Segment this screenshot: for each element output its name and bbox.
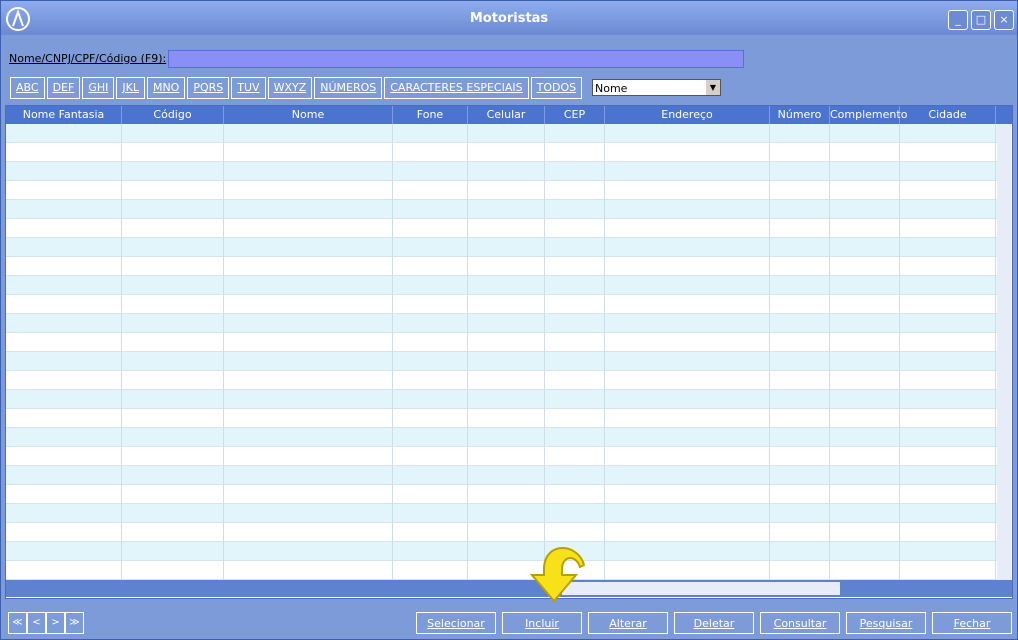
- app-icon: [6, 7, 30, 31]
- grid-row: [6, 333, 997, 352]
- column-header[interactable]: CEP: [545, 106, 605, 124]
- next-button[interactable]: >: [46, 612, 65, 634]
- filter-button[interactable]: JKL: [116, 77, 145, 99]
- grid-row: [6, 390, 997, 409]
- column-header[interactable]: Cidade: [900, 106, 996, 124]
- column-divider: [604, 124, 605, 580]
- grid-row: [6, 276, 997, 295]
- title-bar: Motoristas _ □ ×: [1, 1, 1017, 35]
- column-header[interactable]: Nome: [224, 106, 393, 124]
- prev-button[interactable]: <: [27, 612, 46, 634]
- column-divider: [995, 124, 996, 580]
- scroll-thumb[interactable]: [562, 582, 840, 595]
- grid-row: [6, 466, 997, 485]
- action-button[interactable]: Consultar: [760, 612, 840, 634]
- column-header[interactable]: Complemento: [830, 106, 907, 124]
- dropdown-arrow[interactable]: ▼: [706, 80, 720, 95]
- grid-row: [6, 162, 997, 181]
- grid-row: [6, 200, 997, 219]
- filter-button[interactable]: NÚMEROS: [314, 77, 383, 99]
- grid-row: [6, 314, 997, 333]
- close-button[interactable]: ×: [994, 10, 1014, 30]
- vertical-scrollbar[interactable]: [997, 124, 1011, 580]
- column-header[interactable]: Endereço: [605, 106, 770, 124]
- filter-button[interactable]: ABC: [10, 77, 45, 99]
- grid-row: [6, 238, 997, 257]
- column-divider: [467, 124, 468, 580]
- filter-button[interactable]: TODOS: [530, 77, 583, 99]
- grid-row: [6, 409, 997, 428]
- column-divider: [829, 124, 830, 580]
- window-title: Motoristas: [469, 11, 549, 26]
- grid-row: [6, 504, 997, 523]
- action-button[interactable]: Selecionar: [416, 612, 496, 634]
- filter-bar: ABC DEF GHI JKL MNO PQRS TUV WXYZ NÚMEROS CARACTE…: [10, 77, 583, 99]
- grid-row: [6, 542, 997, 561]
- filter-button[interactable]: GHI: [82, 77, 115, 99]
- column-divider: [121, 124, 122, 580]
- grid-row: [6, 257, 997, 276]
- last-button[interactable]: ≫: [65, 612, 84, 634]
- filter-button[interactable]: CARACTERES ESPECIAIS: [384, 77, 529, 99]
- search-label: Nome/CNPJ/CPF/Código (F9):: [9, 52, 167, 65]
- column-divider: [899, 124, 900, 580]
- grid-row: [6, 219, 997, 238]
- grid-row: [6, 561, 997, 580]
- filter-button[interactable]: PQRS: [187, 77, 230, 99]
- record-navigation: ≪ < > ≫: [8, 612, 84, 634]
- grid-row: [6, 447, 997, 466]
- column-header[interactable]: Celular: [468, 106, 545, 124]
- filter-button[interactable]: DEF: [46, 77, 81, 99]
- filter-button[interactable]: MNO: [146, 77, 186, 99]
- grid-row: [6, 181, 997, 200]
- filter-button[interactable]: TUV: [231, 77, 266, 99]
- sort-select[interactable]: Nome ▼: [592, 79, 721, 96]
- horizontal-scrollbar[interactable]: [6, 580, 1012, 597]
- grid-row: [6, 143, 997, 162]
- action-button[interactable]: Alterar: [588, 612, 668, 634]
- first-button[interactable]: ≪: [8, 612, 27, 634]
- action-button[interactable]: Pesquisar: [846, 612, 926, 634]
- grid-row: [6, 295, 997, 314]
- action-button[interactable]: Fechar: [932, 612, 1012, 634]
- sort-value: Nome: [595, 82, 628, 95]
- grid-row: [6, 352, 997, 371]
- column-header[interactable]: Número: [770, 106, 830, 124]
- grid-row: [6, 428, 997, 447]
- column-header[interactable]: Código: [122, 106, 224, 124]
- column-divider: [544, 124, 545, 580]
- filter-button[interactable]: WXYZ: [267, 77, 313, 99]
- column-divider: [769, 124, 770, 580]
- action-button[interactable]: Deletar: [674, 612, 754, 634]
- column-header[interactable]: Fone: [393, 106, 468, 124]
- grid-row: [6, 485, 997, 504]
- column-divider: [392, 124, 393, 580]
- data-grid: Nome Fantasia Código Nome Fone Celular CEP End…: [5, 105, 1013, 599]
- maximize-button[interactable]: □: [971, 10, 991, 30]
- grid-row: [6, 523, 997, 542]
- grid-header: Nome Fantasia Código Nome Fone Celular CEP End…: [6, 106, 1012, 124]
- search-input[interactable]: [168, 50, 744, 68]
- column-header[interactable]: Nome Fantasia: [6, 106, 122, 124]
- grid-row: [6, 124, 997, 143]
- column-divider: [223, 124, 224, 580]
- pointer-arrow: [529, 547, 586, 603]
- grid-row: [6, 371, 997, 390]
- minimize-button[interactable]: _: [948, 10, 968, 30]
- action-button[interactable]: Incluir: [502, 612, 582, 634]
